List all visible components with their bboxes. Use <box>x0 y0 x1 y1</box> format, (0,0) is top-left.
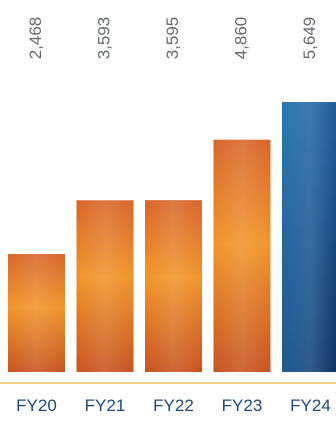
bars-group <box>8 102 336 372</box>
x-tick-label-fy23: FY23 <box>222 396 263 415</box>
value-label-fy22: 3,595 <box>163 17 182 60</box>
bar-sheen-fy21 <box>76 200 134 372</box>
x-tick-label-fy20: FY20 <box>16 396 57 415</box>
value-label-fy20: 2,468 <box>26 17 45 60</box>
x-tick-label-fy24: FY24 <box>290 396 331 415</box>
value-label-fy21: 3,593 <box>94 17 113 60</box>
bar-sheen-fy22 <box>145 200 202 372</box>
bar-sheen-fy23 <box>213 139 271 372</box>
x-tick-labels-group: FY20 FY21 FY22 FY23 FY24 <box>16 396 331 415</box>
value-labels-group: 2,468 3,593 3,595 4,860 5,649 <box>26 17 319 60</box>
bar-sheen-fy24 <box>282 102 336 372</box>
value-label-fy24: 5,649 <box>300 17 319 60</box>
x-tick-label-fy22: FY22 <box>153 396 194 415</box>
value-label-fy23: 4,860 <box>231 17 250 60</box>
bar-sheen-fy20 <box>8 254 65 372</box>
x-tick-label-fy21: FY21 <box>85 396 126 415</box>
